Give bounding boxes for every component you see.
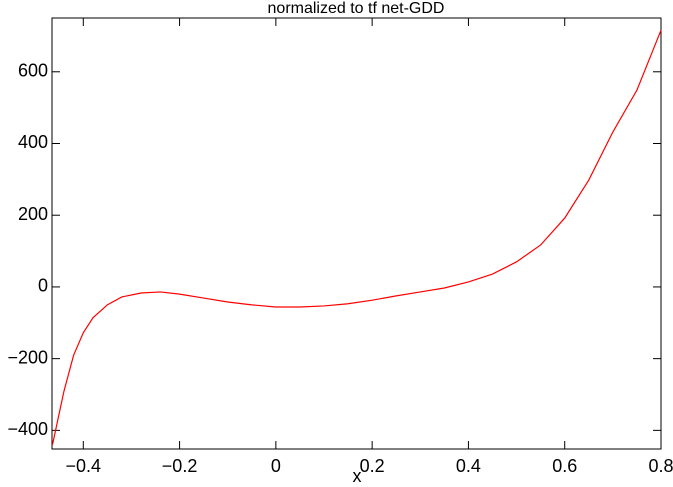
x-tick-label: 0.2 [360,456,385,476]
y-tick-label: 0 [38,276,48,296]
y-tick-label: 200 [18,204,48,224]
plot-frame [51,17,662,450]
x-tick-label: −0.4 [66,456,102,476]
y-tick-label: −400 [7,419,48,439]
x-tick-label: 0 [271,456,281,476]
chart-title: normalized to tf net-GDD [268,0,445,17]
x-tick-label: 0.8 [648,456,673,476]
x-tick-label: 0.4 [456,456,481,476]
data-line [51,29,662,445]
y-tick-label: 400 [18,132,48,152]
x-axis-label: x [353,466,362,486]
x-tick-label: −0.2 [162,456,198,476]
y-tick-label: 600 [18,61,48,81]
y-tick-label: −200 [7,347,48,367]
x-tick-label: 0.6 [552,456,577,476]
